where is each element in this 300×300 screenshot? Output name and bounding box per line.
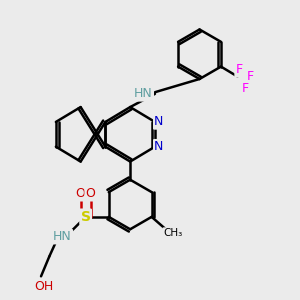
Text: OH: OH [35, 280, 54, 293]
Text: N: N [154, 140, 164, 153]
Text: S: S [81, 210, 91, 224]
Text: N: N [154, 116, 164, 128]
Text: F: F [236, 63, 243, 76]
Text: F: F [247, 70, 254, 83]
Text: O: O [85, 187, 95, 200]
Text: CH₃: CH₃ [164, 228, 183, 239]
Text: F: F [242, 82, 249, 94]
Text: O: O [76, 187, 85, 200]
Text: HN: HN [53, 230, 72, 243]
Text: HN: HN [134, 87, 153, 101]
